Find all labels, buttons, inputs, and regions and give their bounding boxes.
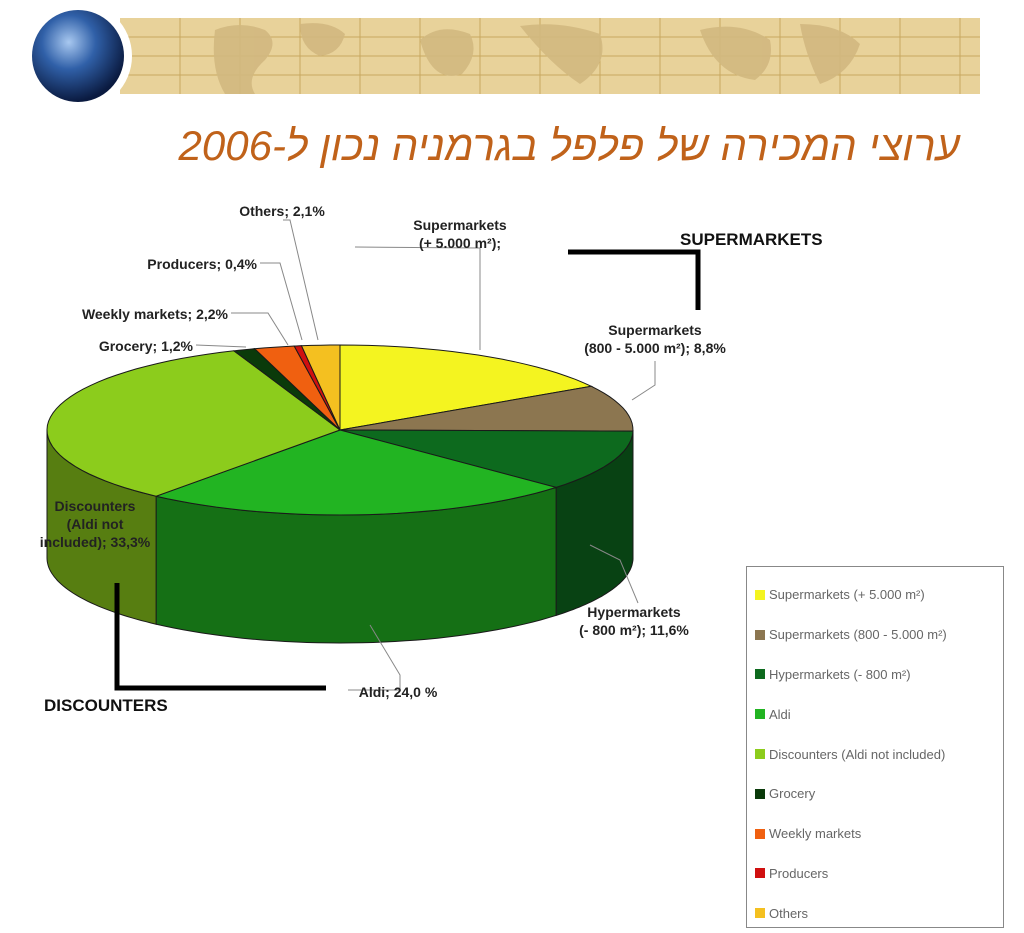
leader-line bbox=[231, 312, 289, 346]
group-brackets: SUPERMARKETS DISCOUNTERS bbox=[44, 230, 823, 715]
legend-label: Discounters (Aldi not included) bbox=[769, 746, 946, 762]
leader-line bbox=[195, 344, 247, 348]
legend-label: Others bbox=[769, 905, 809, 921]
legend-swatch bbox=[755, 908, 765, 919]
leader-line bbox=[631, 361, 656, 401]
leader-line bbox=[348, 624, 401, 691]
slice-labels: Supermarkets (+ 5.000 m²); Supermarkets (80… bbox=[40, 203, 727, 700]
globe-icon bbox=[32, 10, 124, 102]
slice-label: Grocery; 1,2% bbox=[99, 338, 194, 354]
legend-swatch bbox=[755, 749, 765, 760]
leader-line bbox=[589, 544, 639, 604]
pie-chart: Supermarkets (+ 5.000 m²); Supermarkets (80… bbox=[40, 203, 823, 715]
header-banner bbox=[0, 0, 1024, 110]
legend-item: Discounters (Aldi not included) bbox=[755, 734, 1003, 774]
slice-label: Hypermarkets (- 800 m²); 11,6% bbox=[579, 604, 689, 638]
legend-label: Supermarkets (+ 5.000 m²) bbox=[769, 587, 925, 603]
pie-chart-container: Supermarkets (+ 5.000 m²); Supermarkets (80… bbox=[0, 185, 1024, 928]
leader-line bbox=[283, 219, 319, 341]
pie-top bbox=[46, 344, 634, 516]
legend-item: Others bbox=[755, 893, 1003, 933]
legend-item: Supermarkets (+ 5.000 m²) bbox=[755, 575, 1003, 615]
legend-swatch bbox=[755, 828, 765, 839]
world-map-banner-graphic bbox=[24, 2, 980, 110]
legend-label: Grocery bbox=[769, 786, 816, 802]
pie-slice-discounters-aldi-not-included- bbox=[46, 350, 342, 497]
slice-label: Discounters (Aldi not included); 33,3% bbox=[40, 498, 151, 550]
leader-line bbox=[260, 262, 303, 341]
legend-label: Aldi bbox=[769, 706, 791, 722]
slice-label: Weekly markets; 2,2% bbox=[82, 306, 229, 322]
legend-swatch bbox=[755, 589, 765, 600]
legend-swatch bbox=[755, 709, 765, 720]
supermarkets-bracket bbox=[568, 249, 701, 310]
legend-item: Aldi bbox=[755, 694, 1003, 734]
slide-title: ערוצי המכירה של פלפל בגרמניה נכון ל-2006 bbox=[178, 122, 960, 169]
pie-side-walls bbox=[46, 429, 634, 644]
pie-slice-others bbox=[300, 344, 341, 431]
legend-label: Weekly markets bbox=[769, 826, 862, 842]
chart-legend: Supermarkets (+ 5.000 m²) Supermarkets (8… bbox=[746, 566, 1004, 928]
legend-swatch bbox=[755, 629, 765, 640]
slice-label: Supermarkets (800 - 5.000 m²); 8,8% bbox=[584, 322, 726, 356]
discounters-bracket bbox=[114, 583, 326, 691]
pie-slice-aldi bbox=[154, 429, 558, 516]
legend-label: Hypermarkets (- 800 m²) bbox=[769, 666, 911, 682]
pie-slice-supermarkets-5-000-m- bbox=[339, 344, 593, 431]
slice-label: Others; 2,1% bbox=[239, 203, 325, 219]
legend-item: Grocery bbox=[755, 774, 1003, 814]
legend-item: Producers bbox=[755, 854, 1003, 894]
legend-item: Weekly markets bbox=[755, 814, 1003, 854]
legend-item: Hypermarkets (- 800 m²) bbox=[755, 655, 1003, 695]
discounters-group-label: DISCOUNTERS bbox=[44, 696, 168, 715]
pie-slice-hypermarkets-800-m- bbox=[339, 429, 634, 488]
slice-label: Producers; 0,4% bbox=[147, 256, 257, 272]
supermarkets-group-label: SUPERMARKETS bbox=[680, 230, 823, 249]
slice-label: Supermarkets (+ 5.000 m²); bbox=[413, 217, 507, 251]
legend-swatch bbox=[755, 788, 765, 799]
legend-label: Producers bbox=[769, 865, 829, 881]
legend-swatch bbox=[755, 669, 765, 680]
leader-line bbox=[354, 246, 481, 350]
slice-label: Aldi; 24,0 % bbox=[359, 684, 438, 700]
pie-slice-supermarkets-800-5-000-m- bbox=[339, 385, 634, 432]
legend-label: Supermarkets (800 - 5.000 m²) bbox=[769, 627, 947, 643]
legend-item: Supermarkets (800 - 5.000 m²) bbox=[755, 615, 1003, 655]
legend-swatch bbox=[755, 868, 765, 879]
